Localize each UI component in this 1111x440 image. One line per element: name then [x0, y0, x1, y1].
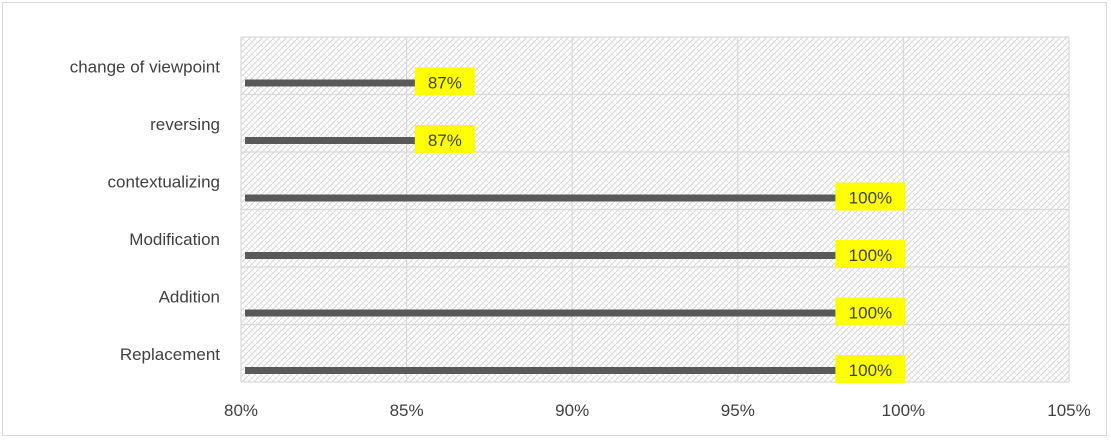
- gridlines: [240, 36, 1070, 383]
- data-label: 100%: [849, 304, 892, 323]
- x-tick-label: 100%: [882, 401, 925, 420]
- data-label: 87%: [428, 131, 462, 150]
- data-label-box: [835, 355, 906, 383]
- category-label: change of viewpoint: [70, 58, 221, 77]
- data-label-box: [835, 182, 906, 211]
- data-label-box: [414, 67, 475, 96]
- bar: [245, 252, 904, 259]
- x-tick-label: 90%: [555, 401, 589, 420]
- category-label: contextualizing: [108, 173, 220, 192]
- bar: [245, 309, 904, 317]
- data-label: 87%: [428, 74, 462, 93]
- bar: [245, 367, 904, 374]
- bars: [245, 79, 904, 374]
- data-label-box: [835, 240, 906, 268]
- category-label: Replacement: [120, 345, 220, 364]
- category-labels: Replacement Addition Modification contextua…: [70, 58, 221, 365]
- category-label: Addition: [159, 288, 220, 307]
- data-label: 100%: [849, 189, 892, 208]
- x-tick-label: 95%: [721, 401, 755, 420]
- data-label-box: [835, 297, 906, 326]
- x-tick-label: 105%: [1047, 401, 1090, 420]
- bar: [245, 194, 904, 202]
- data-label: 100%: [849, 361, 892, 380]
- data-label: 100%: [849, 246, 892, 265]
- category-label: Modification: [129, 230, 220, 249]
- x-tick-label: 85%: [390, 401, 424, 420]
- data-label-box: [414, 125, 475, 153]
- x-tick-label: 80%: [224, 401, 258, 420]
- category-label: reversing: [150, 115, 220, 134]
- x-tick-labels: 80% 85% 90% 95% 100% 105%: [224, 401, 1091, 420]
- bar: [245, 137, 473, 144]
- bar: [245, 79, 473, 87]
- data-labels: 100% 100% 100% 100% 87% 87%: [414, 67, 906, 383]
